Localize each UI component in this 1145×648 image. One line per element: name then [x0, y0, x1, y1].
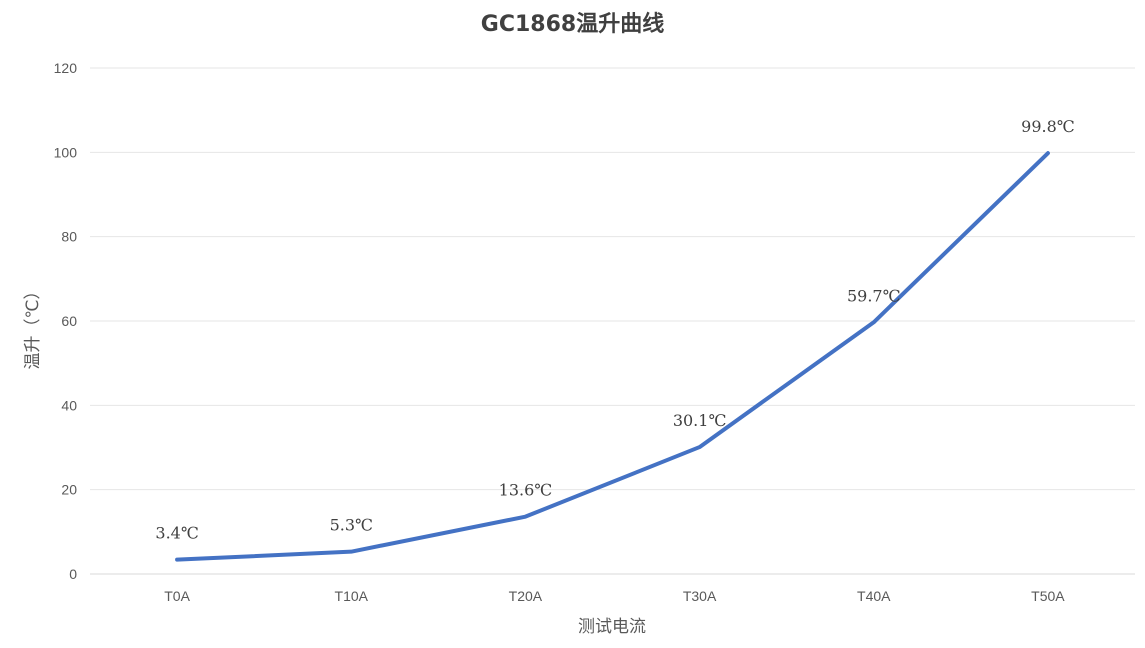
- x-tick-label: T40A: [857, 588, 891, 604]
- y-tick-label: 40: [61, 397, 77, 413]
- series-line: [175, 151, 1050, 562]
- x-tick-label: T50A: [1031, 588, 1065, 604]
- data-label: 13.6℃: [499, 481, 553, 500]
- y-tick-label: 80: [61, 229, 77, 245]
- data-label: 3.4℃: [155, 524, 198, 543]
- y-tick-label: 0: [69, 566, 77, 582]
- x-tick-label: T0A: [164, 588, 190, 604]
- y-tick-label: 60: [61, 313, 77, 329]
- data-label: 30.1℃: [673, 411, 727, 430]
- x-axis-label: 测试电流: [578, 617, 646, 637]
- gridlines: [90, 67, 1135, 575]
- y-tick-label: 100: [54, 144, 78, 160]
- data-label: 59.7℃: [847, 286, 901, 305]
- y-axis-ticks: 0 20 40 60 80 100 120: [54, 60, 78, 582]
- y-tick-label: 20: [61, 482, 77, 498]
- data-label: 99.8℃: [1021, 117, 1075, 136]
- x-tick-label: T20A: [509, 588, 543, 604]
- x-tick-label: T30A: [683, 588, 717, 604]
- y-axis-label: 温升（℃）: [23, 282, 43, 369]
- x-tick-label: T10A: [335, 588, 369, 604]
- y-tick-label: 120: [54, 60, 78, 76]
- x-axis-ticks: T0A T10A T20A T30A T40A T50A: [164, 588, 1065, 604]
- data-label: 5.3℃: [330, 516, 373, 535]
- series-lines: [175, 151, 1050, 562]
- chart-title: GC1868温升曲线: [480, 12, 665, 37]
- data-labels: 3.4℃ 5.3℃ 13.6℃ 30.1℃ 59.7℃ 99.8℃: [155, 117, 1074, 542]
